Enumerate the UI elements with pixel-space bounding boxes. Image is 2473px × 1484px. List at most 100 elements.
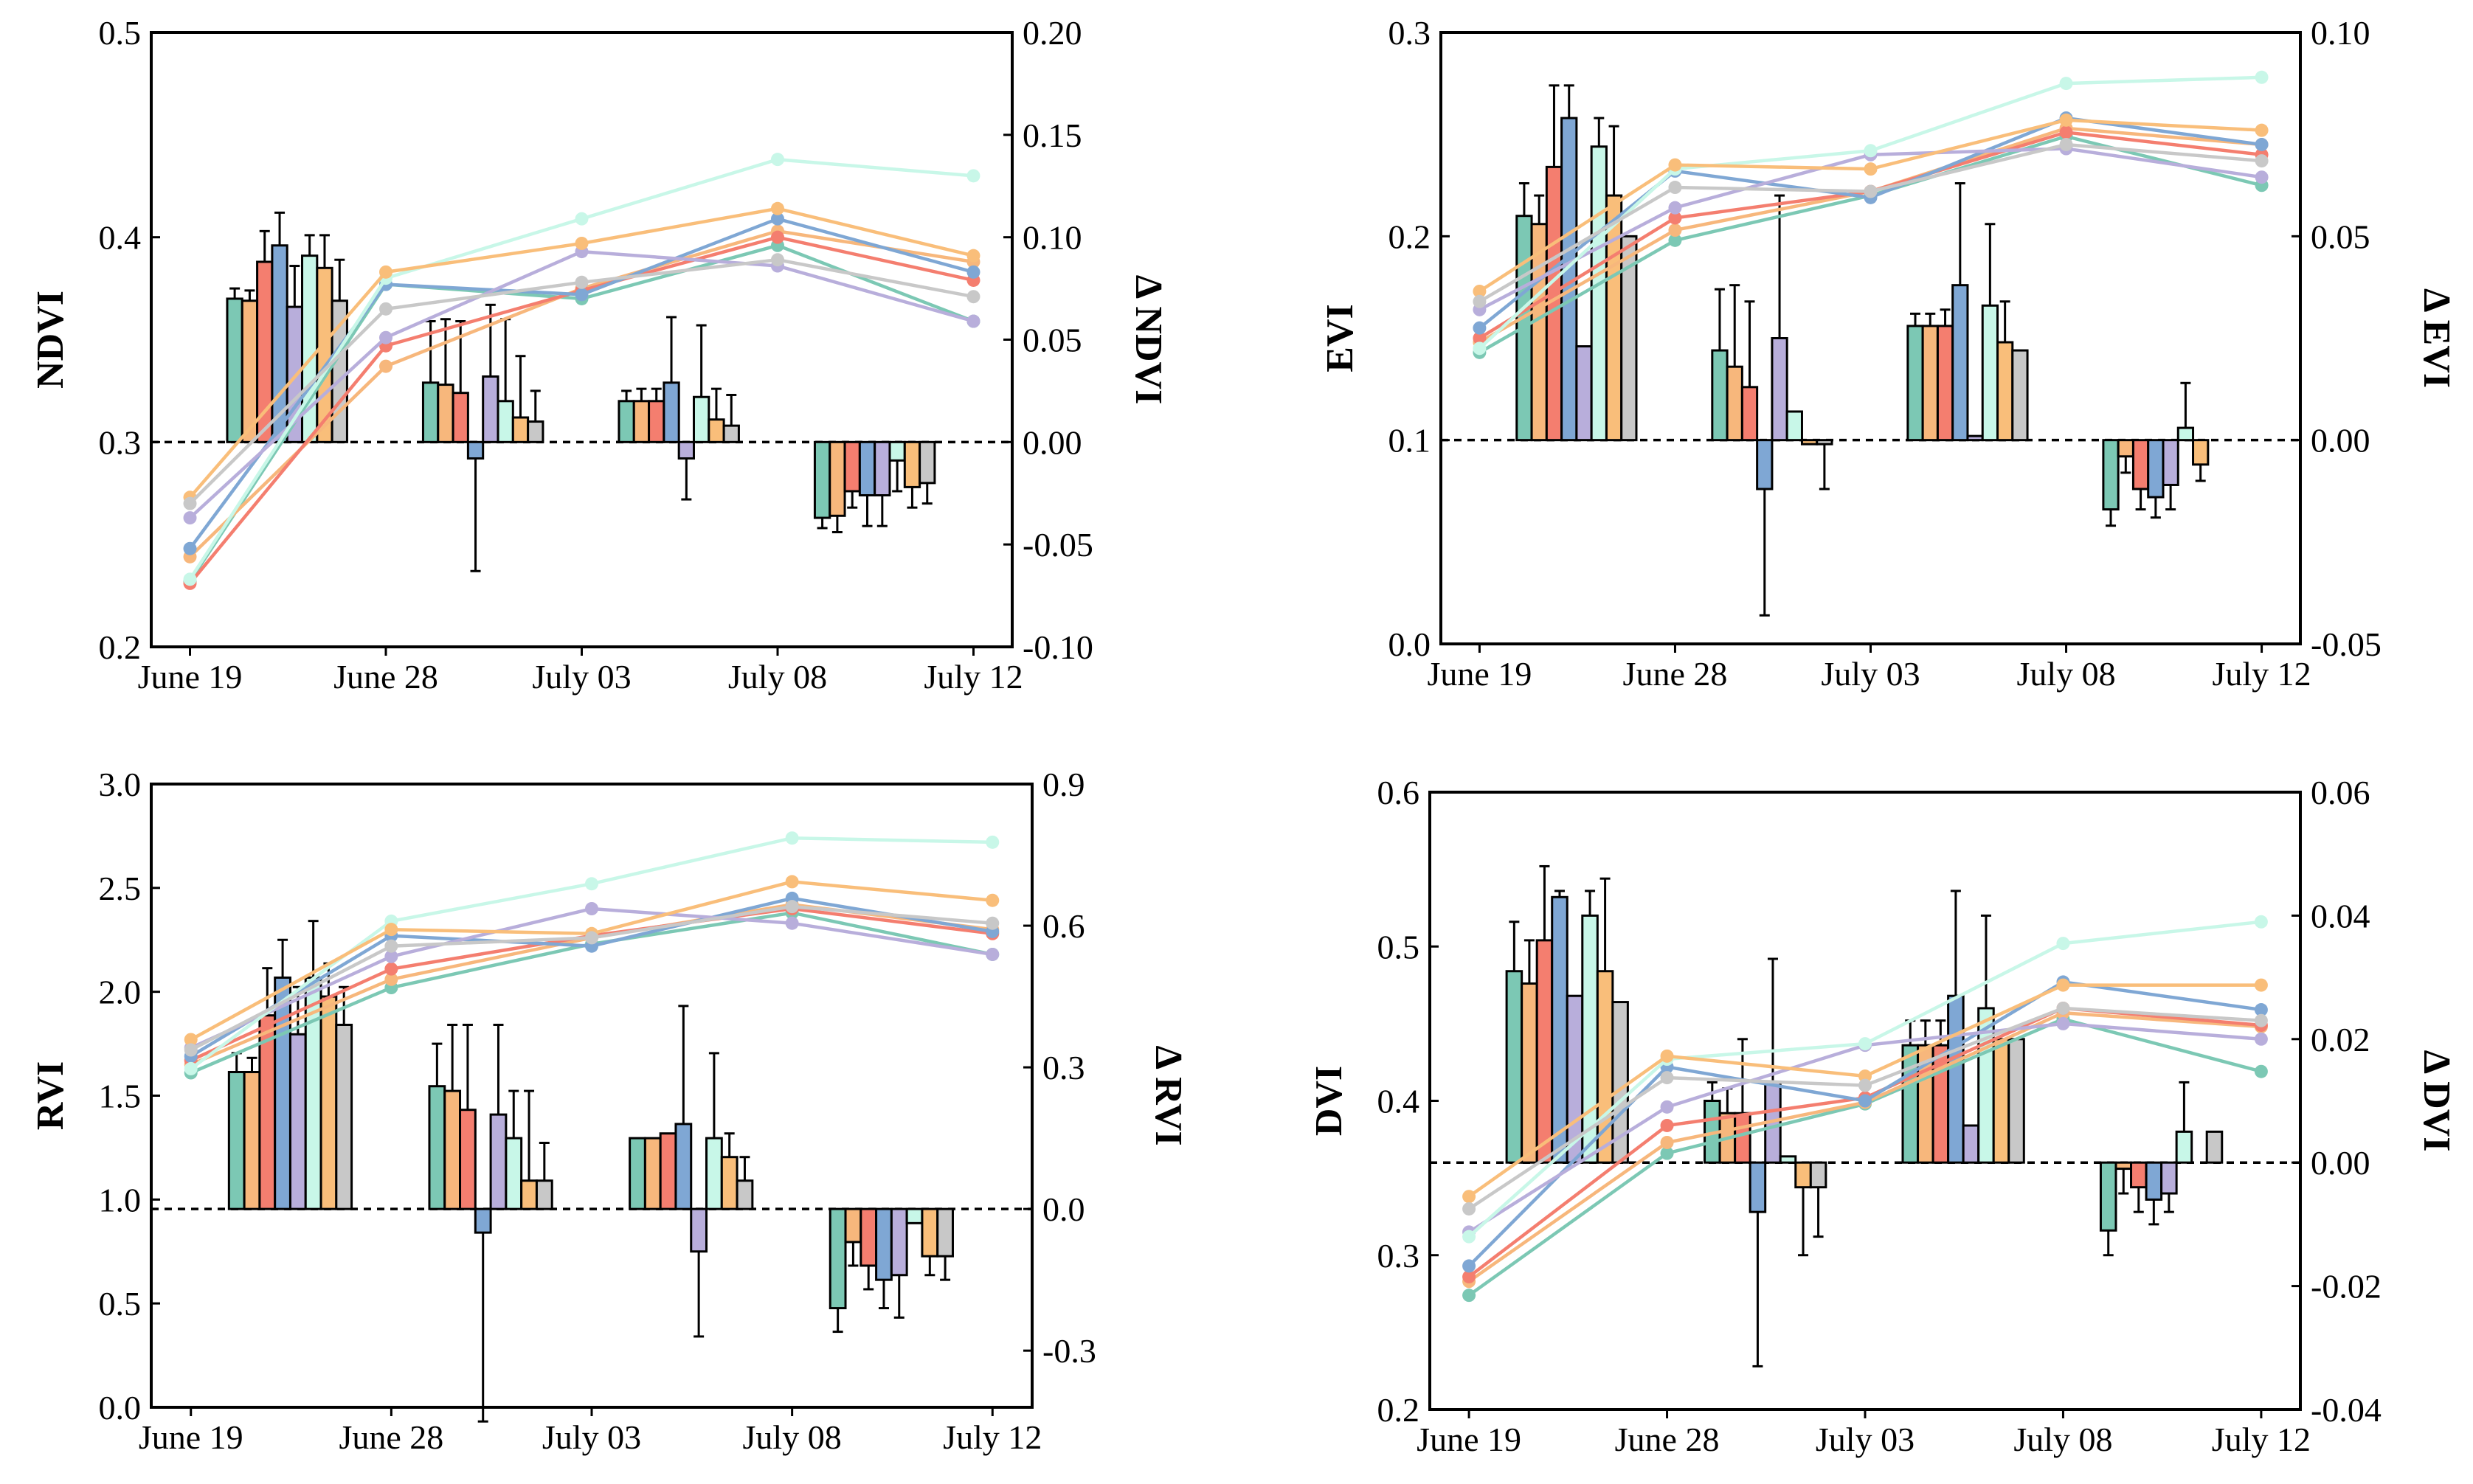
delta-bar <box>903 440 921 488</box>
y-tick-label: 0.3 <box>1388 14 1431 52</box>
y-axis-title: EVI <box>1319 304 1361 372</box>
y-axis-title: NDVI <box>30 291 72 389</box>
series-point <box>1473 284 1487 298</box>
delta-bar <box>2130 1161 2148 1189</box>
series-point <box>1660 1100 1674 1114</box>
series-point <box>986 893 1000 907</box>
delta-bar <box>1906 325 1924 442</box>
series-point <box>770 253 784 267</box>
series-point <box>1668 181 1682 195</box>
delta-bar <box>497 400 514 443</box>
x-tick-label: July 08 <box>728 658 827 696</box>
y2-axis-title: Δ EVI <box>2415 288 2458 388</box>
x-tick-label: July 12 <box>2212 655 2311 693</box>
delta-bar <box>2011 349 2029 442</box>
delta-bar <box>1816 439 1833 445</box>
series-point <box>966 290 980 304</box>
delta-bar <box>632 400 651 443</box>
delta-bar <box>888 440 906 462</box>
series-point <box>770 212 784 226</box>
series-point <box>1462 1202 1476 1216</box>
delta-bar <box>2192 439 2210 466</box>
series-point <box>2059 125 2073 139</box>
series-point <box>1668 233 1682 247</box>
delta-bar <box>890 1207 908 1277</box>
series-point <box>986 835 1000 849</box>
delta-bar <box>921 1207 939 1258</box>
series-point <box>2254 1032 2268 1046</box>
series-point <box>2056 1001 2070 1015</box>
series-point <box>770 201 784 215</box>
y2-tick-label: 0.15 <box>1023 117 1082 154</box>
series-point <box>1858 1069 1872 1083</box>
series-point <box>1660 1146 1674 1160</box>
panel-dvi: 0.2 0.3 0.4 0.5 0.6 -0.04 -0.02 0.00 0.02 0.04 0.0… <box>1308 774 2458 1458</box>
delta-bar <box>1620 235 1638 442</box>
series-point <box>986 916 1000 930</box>
panel-evi: 0.0 0.1 0.2 0.3 -0.05 0.00 0.05 0.10 June 19 June… <box>1319 14 2458 693</box>
delta-bar <box>736 1179 754 1210</box>
delta-bar <box>2145 1161 2163 1201</box>
series-point <box>1660 1118 1674 1132</box>
y2-tick-label: 0.0 <box>1042 1190 1085 1228</box>
delta-bar <box>905 1207 924 1224</box>
series-point <box>1864 184 1878 198</box>
delta-bar <box>1901 1044 1920 1164</box>
x-tick-label: June 28 <box>333 658 438 696</box>
delta-bar <box>1734 1112 1751 1164</box>
y2-tick-label: 0.00 <box>2311 422 2370 460</box>
delta-bar <box>331 299 348 443</box>
delta-bar <box>1575 345 1593 442</box>
y-tick-label: 0.0 <box>99 1389 142 1426</box>
delta-bar <box>643 1137 662 1210</box>
series-point <box>2254 1064 2268 1078</box>
delta-bar <box>1771 337 1788 442</box>
y-tick-label: 0.6 <box>1377 774 1420 811</box>
delta-bar <box>511 416 530 443</box>
delta-bar <box>844 1207 862 1244</box>
series-point <box>379 302 393 316</box>
series-point <box>966 314 980 328</box>
delta-bar <box>1535 939 1554 1164</box>
delta-bar <box>319 995 338 1210</box>
delta-bar <box>1947 994 1965 1164</box>
y-tick-label: 2.5 <box>99 870 142 907</box>
delta-bar <box>2147 439 2165 499</box>
delta-bar <box>919 440 936 485</box>
series-point <box>585 931 598 945</box>
series-point <box>2254 978 2268 992</box>
delta-bar <box>443 1089 462 1210</box>
y-tick-label: 0.5 <box>1377 928 1420 965</box>
y2-tick-label: 0.6 <box>1042 907 1085 945</box>
series-point <box>1462 1190 1476 1204</box>
x-tick-label: June 28 <box>1615 1421 1720 1458</box>
y-axis-title: RVI <box>30 1061 72 1131</box>
series-point <box>2056 937 2070 951</box>
y2-tick-label: -0.3 <box>1042 1332 1096 1370</box>
series-point <box>183 496 197 510</box>
y2-tick-label: 0.00 <box>1023 423 1082 461</box>
x-tick-label: June 28 <box>1623 655 1728 693</box>
x-tick-label: July 08 <box>2013 1421 2112 1458</box>
y-tick-label: 0.3 <box>1377 1237 1420 1275</box>
delta-bar <box>1505 970 1523 1164</box>
series-point <box>2059 113 2073 127</box>
series-point <box>585 902 598 915</box>
series-point <box>785 831 799 845</box>
delta-bar <box>858 440 876 497</box>
series-point <box>2254 915 2268 929</box>
delta-bar <box>1966 434 1984 442</box>
series-point <box>183 511 197 525</box>
series-point <box>2254 1013 2268 1027</box>
y-tick-label: 0.2 <box>99 628 142 666</box>
series-point <box>384 949 398 963</box>
delta-bar <box>1740 386 1759 442</box>
delta-bar <box>2205 1130 2224 1164</box>
y2-axis-title: Δ RVI <box>1147 1045 1189 1145</box>
delta-bar <box>520 1179 538 1210</box>
delta-bar <box>829 440 846 517</box>
x-tick-label: June 19 <box>1428 655 1532 693</box>
y-tick-label: 2.0 <box>99 974 142 1011</box>
delta-bar <box>1800 439 1819 445</box>
delta-bar <box>428 1085 446 1210</box>
